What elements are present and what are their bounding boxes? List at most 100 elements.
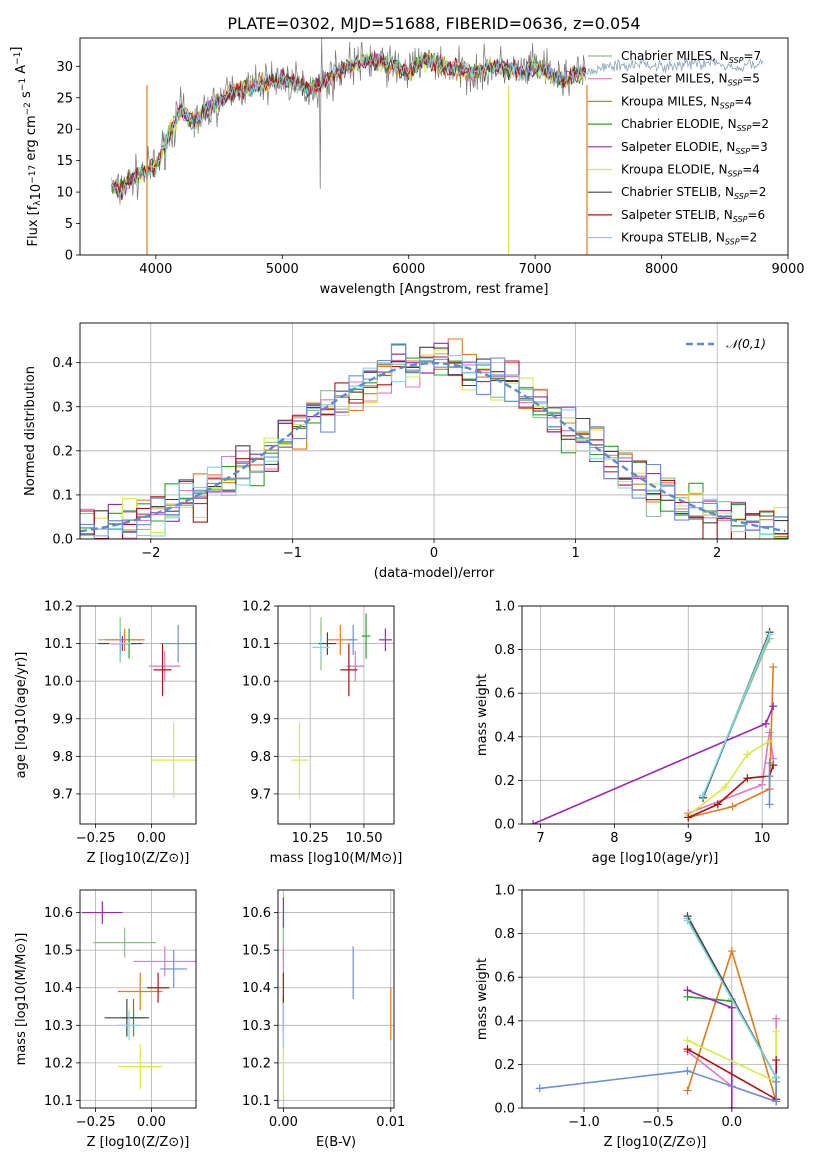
weight-point-marker <box>765 800 774 809</box>
weight-series-line <box>687 740 770 816</box>
weight-point-marker <box>713 800 722 809</box>
x-tick-label: −1.0 <box>568 1115 600 1130</box>
weight-point-marker <box>758 780 767 789</box>
normal-reference-curve <box>80 361 786 533</box>
axes-frame <box>277 605 395 825</box>
y-tick-label: 10.6 <box>242 906 271 921</box>
y-axis-label: mass [log10(M/M⊙)] <box>14 933 29 1066</box>
weight-point-marker <box>683 1086 692 1095</box>
legend: Chabrier MILES, NSSP=7 Salpeter MILES, NS… <box>588 49 769 247</box>
y-tick-label: 0.0 <box>494 1102 515 1117</box>
weight-point-marker <box>727 1104 736 1108</box>
y-tick-label: 9.7 <box>52 787 73 802</box>
y-tick-label: 10.3 <box>242 1019 271 1034</box>
figure-title: PLATE=0302, MJD=51688, FIBERID=0636, z=0… <box>227 14 640 33</box>
weight-series-line <box>688 732 774 814</box>
x-tick-label: −2 <box>141 546 160 561</box>
y-tick-label: 0.8 <box>494 927 515 942</box>
x-tick-label: 6000 <box>392 262 425 277</box>
weight-point-marker <box>728 802 737 811</box>
y-tick-label: 10 <box>56 186 73 201</box>
y-axis-label: Normed distribution <box>23 366 38 496</box>
y-tick-label: 0.4 <box>494 1014 515 1029</box>
axes-frame <box>79 37 789 256</box>
weight-point-marker <box>699 791 708 800</box>
y-tick-label: 0.1 <box>52 488 73 503</box>
y-tick-label: 15 <box>56 154 73 169</box>
weight-point-marker <box>743 774 752 783</box>
y-tick-label: 10.6 <box>44 906 73 921</box>
weight-point-marker <box>765 630 774 639</box>
y-tick-label: 10.2 <box>44 1056 73 1071</box>
weight-point-marker <box>765 772 774 781</box>
x-tick-label: 4000 <box>139 262 172 277</box>
age-vs-mass-panel: 10.25 10.50 9.7 9.8 9.9 10.0 10.1 10.2 mass [log… <box>242 600 402 867</box>
y-tick-label: 0.6 <box>494 971 515 986</box>
model-spectrum-line <box>111 51 586 195</box>
y-tick-label: 1.0 <box>494 600 515 615</box>
y-axis-label: mass weight <box>475 674 490 756</box>
x-tick-label: −0.5 <box>642 1115 674 1130</box>
y-tick-label: 10.4 <box>44 981 73 996</box>
histogram-series <box>80 355 788 539</box>
x-axis-label: Z [log10(Z/Z⊙)] <box>87 851 190 866</box>
x-tick-label: 7 <box>536 831 544 846</box>
model-spectrum-line <box>111 51 587 198</box>
y-tick-label: 9.8 <box>52 750 73 765</box>
y-tick-label: 10.0 <box>44 675 73 690</box>
y-tick-label: 25 <box>56 91 73 106</box>
x-tick-label: 0.01 <box>376 1115 405 1130</box>
legend-label: Salpeter STELIB, NSSP=6 <box>621 208 765 224</box>
x-tick-label: 0.00 <box>137 831 166 846</box>
weight-series-line <box>539 1070 777 1103</box>
mass-vs-extinction-panel: 0.00 0.01 10.1 10.2 10.3 10.4 10.5 10.6 E(B-V) <box>242 889 405 1150</box>
y-tick-label: 0 <box>65 249 73 264</box>
x-tick-label: 1 <box>571 546 579 561</box>
model-spectrum-line <box>111 53 587 196</box>
weight-point-marker <box>683 986 692 995</box>
x-axis-label: mass [log10(M/M⊙)] <box>270 851 403 866</box>
axes-frame <box>79 889 197 1109</box>
weight-point-marker <box>765 737 774 746</box>
weight-series-line <box>686 920 777 1078</box>
x-tick-label: 0 <box>430 546 438 561</box>
x-axis-label: wavelength [Angstrom, rest frame] <box>320 282 549 297</box>
y-tick-label: 10.2 <box>242 600 271 615</box>
y-tick-label: 0.6 <box>494 687 515 702</box>
x-tick-label: −1 <box>283 546 302 561</box>
y-tick-label: 10.1 <box>242 637 271 652</box>
y-tick-label: 10.5 <box>44 944 73 959</box>
x-tick-label: 2 <box>713 546 721 561</box>
axes-frame <box>79 322 789 540</box>
y-tick-label: 0.4 <box>52 356 73 371</box>
y-tick-label: 10.1 <box>44 637 73 652</box>
axes-frame <box>521 605 789 825</box>
weight-series-line <box>687 989 733 1108</box>
weight-point-marker <box>769 702 778 711</box>
x-tick-label: 5000 <box>266 262 299 277</box>
model-spectrum-line <box>111 50 587 196</box>
y-tick-label: 10.1 <box>242 1094 271 1109</box>
weight-series-line <box>688 666 774 819</box>
y-tick-label: 9.8 <box>250 750 271 765</box>
model-spectrum-line <box>111 50 587 197</box>
y-tick-label: 0.4 <box>494 730 515 745</box>
x-tick-label: 0.0 <box>722 1115 743 1130</box>
weight-point-marker <box>683 1045 692 1054</box>
x-tick-label: 8 <box>610 831 618 846</box>
y-tick-label: 1.0 <box>494 884 515 899</box>
y-tick-label: 10.5 <box>242 944 271 959</box>
x-tick-label: 0.00 <box>137 1115 166 1130</box>
x-tick-label: −0.25 <box>76 831 116 846</box>
weight-point-marker <box>765 758 774 767</box>
mass-vs-metallicity-panel: −0.25 0.00 10.1 10.2 10.3 10.4 10.5 10.6 Z [log1… <box>14 889 197 1150</box>
weight-point-marker <box>727 1003 736 1012</box>
weight-point-marker <box>727 947 736 956</box>
x-axis-label: (data-model)/error <box>374 566 495 581</box>
axes-frame <box>277 889 395 1109</box>
weight-series-line <box>702 633 771 797</box>
weight-point-marker <box>772 1056 781 1065</box>
spectrum-panel: 4000 5000 6000 7000 8000 9000 0 5 10 15 20 25 30 wave… <box>9 37 805 297</box>
weight-point-marker <box>535 1084 544 1093</box>
weight-point-marker <box>743 750 752 759</box>
